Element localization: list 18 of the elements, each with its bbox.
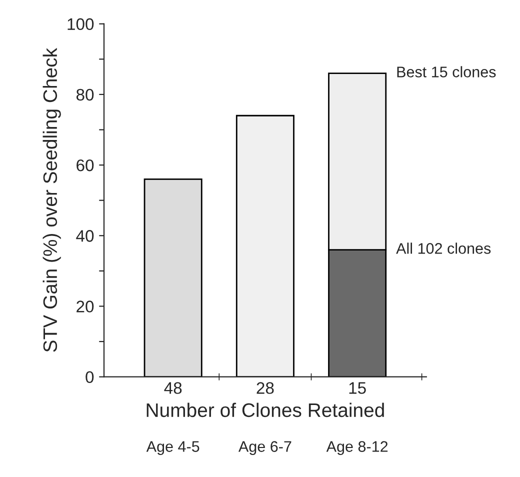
x-tick-label: 28: [256, 382, 274, 394]
annotation: Best 15 clones: [397, 66, 496, 78]
y-tick-label: 40: [76, 230, 94, 242]
y-tick-label: 0: [86, 371, 94, 384]
y-tick-label: 60: [76, 159, 94, 172]
y-tick-label: 20: [76, 300, 94, 312]
annotation: All 102 clones: [396, 242, 491, 254]
x-axis-title: Number of Clones Retained: [146, 402, 384, 418]
text: Age 6-7: [238, 441, 292, 455]
y-axis-title: STV Gain (%) over Seedling Check: [42, 48, 61, 352]
text: Age 4-5: [146, 441, 200, 455]
text: Age 8-12: [326, 441, 388, 455]
x-tick-label: 48: [164, 382, 182, 394]
y-tick-label: 80: [76, 88, 94, 101]
y-tick-label: 100: [68, 18, 94, 30]
x-tick-label: 15: [349, 382, 366, 394]
bar: [236, 114, 294, 377]
bar: [144, 178, 202, 377]
